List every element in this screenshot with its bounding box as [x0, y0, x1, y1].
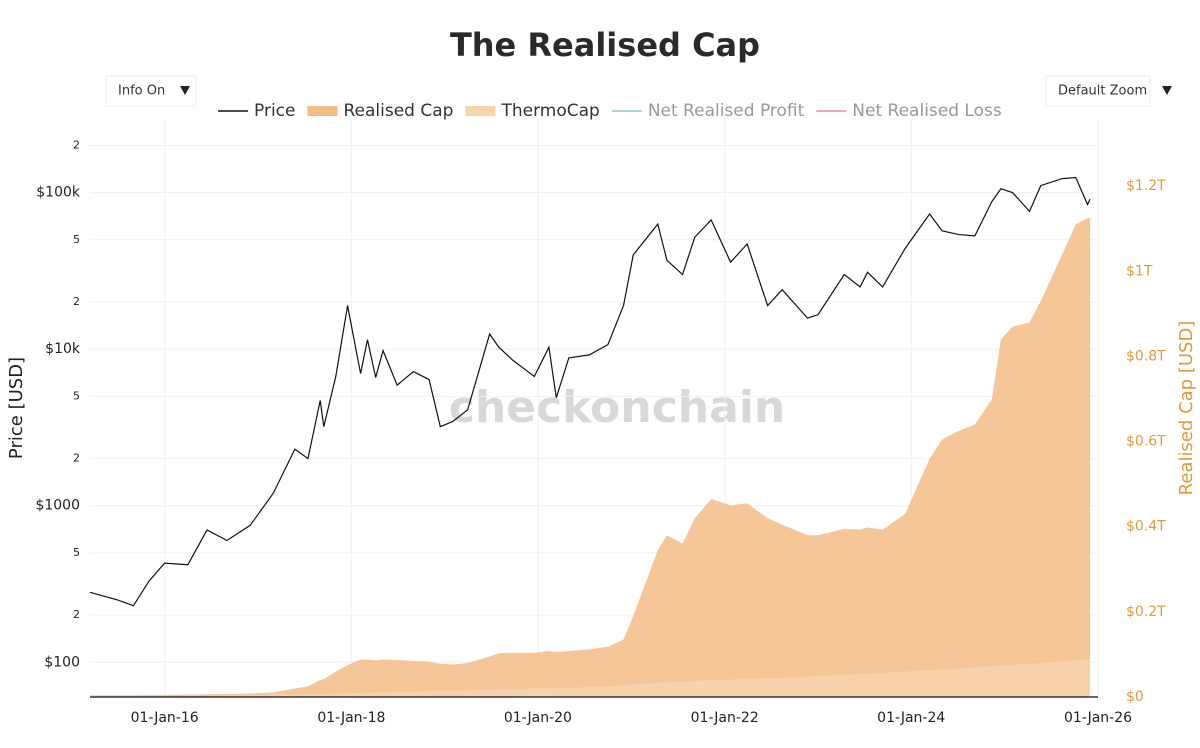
y2-tick-label: $0.4T	[1126, 519, 1166, 535]
info-label[interactable]: Info On	[118, 84, 165, 99]
area	[90, 218, 1091, 697]
price-line	[89, 176, 1091, 607]
x-tick-label: 01-Jan-24	[877, 710, 945, 726]
y-tick-label: 5	[73, 389, 80, 402]
y2-tick-label: $0.2T	[1126, 604, 1166, 620]
y-tick-label: 2	[73, 295, 80, 308]
legend-swatch	[465, 106, 496, 116]
x-tick-label: 01-Jan-26	[1064, 710, 1132, 726]
y2-tick-label: $1T	[1126, 263, 1153, 279]
y2-tick-label: $1.2T	[1126, 178, 1166, 194]
zoom-label[interactable]: Default Zoom	[1058, 84, 1147, 99]
legend-label[interactable]: ThermoCap	[500, 101, 599, 121]
y-tick-label: $10k	[45, 341, 81, 357]
legend-label[interactable]: Net Realised Profit	[648, 101, 805, 121]
x-tick-label: 01-Jan-20	[504, 710, 572, 726]
y-tick-label: $1000	[35, 498, 80, 514]
legend-label[interactable]: Price	[254, 101, 295, 121]
legend-swatch	[307, 106, 338, 116]
zoom-box[interactable]	[1045, 75, 1151, 107]
y-tick-label: $100k	[36, 185, 81, 201]
area	[90, 659, 1091, 697]
zoom-control[interactable]: Default Zoom	[1045, 75, 1172, 107]
info-control[interactable]: Info On	[105, 75, 197, 107]
y-axis-title: Price [USD]	[6, 357, 27, 459]
y2-tick-label: $0.8T	[1126, 348, 1166, 364]
info-box[interactable]	[105, 75, 197, 107]
watermark: checkonchain	[449, 382, 785, 433]
x-tick-label: 01-Jan-16	[131, 710, 199, 726]
y2-tick-label: $0	[1126, 689, 1144, 705]
x-tick-label: 01-Jan-18	[317, 710, 385, 726]
y-tick-label: 2	[73, 608, 80, 621]
chart-title: The Realised Cap	[450, 26, 760, 64]
y-tick-label: 5	[73, 546, 80, 559]
dropdown-arrow[interactable]	[180, 86, 190, 95]
x-tick-label: 01-Jan-22	[691, 710, 759, 726]
y2-tick-label: $0.6T	[1126, 434, 1166, 450]
y-tick-label: 2	[73, 139, 80, 152]
y2-axis-title: Realised Cap [USD]	[1176, 321, 1197, 496]
legend-label[interactable]: Realised Cap	[343, 101, 453, 121]
y-tick-label: 2	[73, 452, 80, 465]
y-tick-label: 5	[73, 233, 80, 246]
y-tick-label: $100	[44, 654, 80, 670]
dropdown-arrow[interactable]	[1162, 86, 1172, 95]
legend-label[interactable]: Net Realised Loss	[852, 101, 1002, 121]
